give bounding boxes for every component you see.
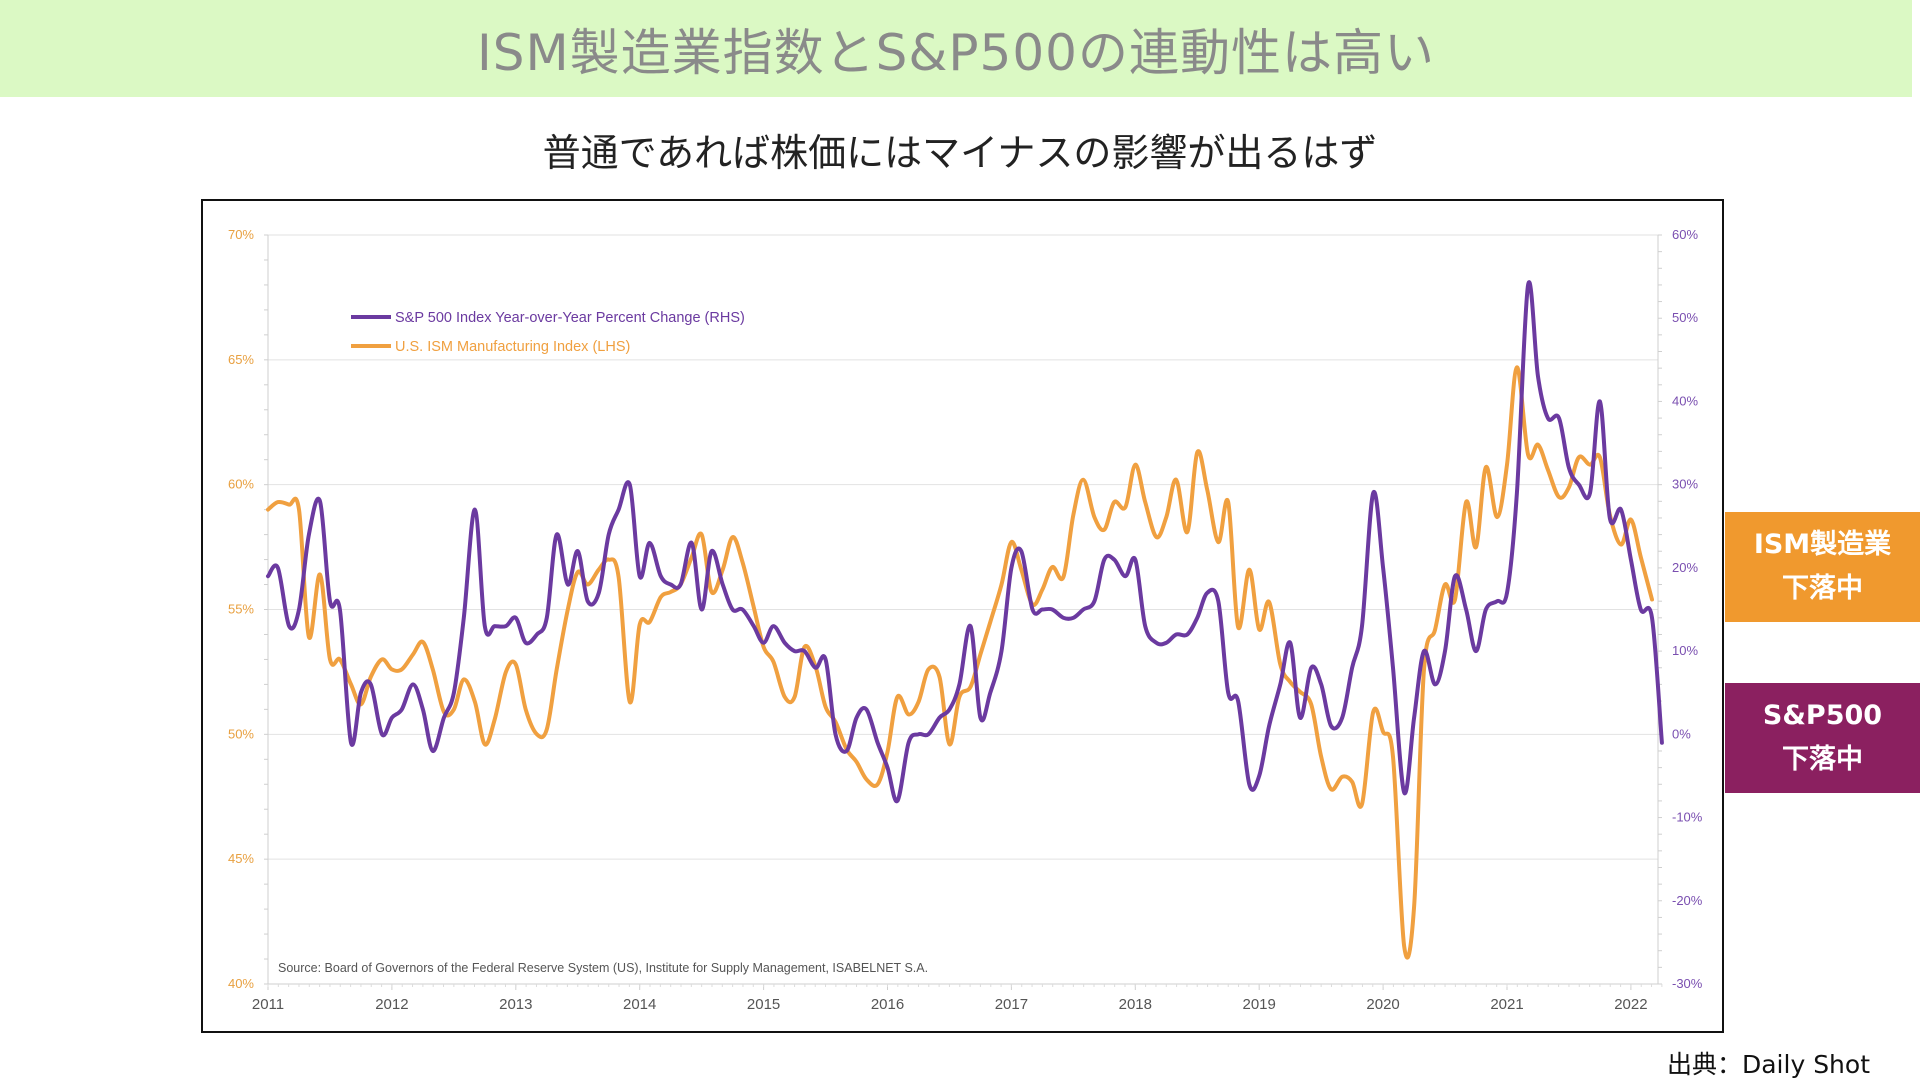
x-axis-tick-label: 2011 bbox=[252, 996, 284, 1013]
right-axis-tick-label: 60% bbox=[1672, 227, 1698, 242]
x-axis-tick-label: 2012 bbox=[375, 996, 408, 1013]
x-axis-tick-label: 2013 bbox=[499, 996, 532, 1013]
x-axis-tick-label: 2021 bbox=[1490, 996, 1523, 1013]
right-axis-tick-label: -20% bbox=[1672, 893, 1703, 908]
x-axis-tick-label: 2016 bbox=[871, 996, 904, 1013]
right-axis-tick-label: -30% bbox=[1672, 976, 1703, 991]
page-title: ISM製造業指数とS&P500の連動性は高い bbox=[477, 23, 1435, 82]
x-axis-tick-label: 2015 bbox=[747, 996, 780, 1013]
left-axis-tick-label: 55% bbox=[228, 602, 254, 617]
x-axis-tick-label: 2017 bbox=[995, 996, 1028, 1013]
left-axis-tick-label: 40% bbox=[228, 976, 254, 991]
right-axis-tick-label: 30% bbox=[1672, 477, 1698, 492]
source-credit: 出典：Daily Shot bbox=[1666, 1050, 1870, 1079]
right-axis-tick-label: 10% bbox=[1672, 643, 1698, 658]
right-axis-tick-label: 40% bbox=[1672, 393, 1698, 408]
page-subtitle: 普通であれば株価にはマイナスの影響が出るはず bbox=[542, 131, 1378, 175]
sp500-tag-line2: 下落中 bbox=[1782, 744, 1863, 775]
x-axis-tick-label: 2018 bbox=[1119, 996, 1152, 1013]
sp500-declining-tag: S&P500 下落中 bbox=[1725, 683, 1920, 793]
left-axis-tick-label: 50% bbox=[228, 726, 254, 741]
x-axis-tick-label: 2014 bbox=[623, 996, 656, 1013]
sp500-series-line bbox=[266, 280, 1664, 804]
ism-tag-line1: ISM製造業 bbox=[1753, 529, 1892, 560]
ism-declining-tag: ISM製造業 下落中 bbox=[1725, 512, 1920, 622]
sp500-tag-line1: S&P500 bbox=[1762, 700, 1883, 731]
right-axis-tick-label: 20% bbox=[1672, 560, 1698, 575]
chart-frame: 40% 45% 50% 55% 60% 65% 70% -30% -20% -10% 0% 10% 20… bbox=[201, 199, 1724, 1033]
ism-series-line bbox=[266, 365, 1654, 960]
x-axis-tick-label: 2020 bbox=[1366, 996, 1399, 1013]
legend-label-sp500: S&P 500 Index Year-over-Year Percent Cha… bbox=[395, 310, 745, 326]
source-note: Source: Board of Governors of the Federa… bbox=[278, 961, 928, 975]
right-axis-tick-label: -10% bbox=[1672, 810, 1703, 825]
header-banner: ISM製造業指数とS&P500の連動性は高い bbox=[0, 0, 1912, 97]
x-axis-tick-label: 2022 bbox=[1614, 996, 1647, 1013]
left-axis-tick-label: 65% bbox=[228, 352, 254, 367]
line-chart: 40% 45% 50% 55% 60% 65% 70% -30% -20% -10% 0% 10% 20… bbox=[228, 227, 1703, 1013]
left-axis-tick-label: 45% bbox=[228, 851, 254, 866]
left-axis-tick-label: 60% bbox=[228, 477, 254, 492]
right-axis-tick-label: 50% bbox=[1672, 310, 1698, 325]
legend-label-ism: U.S. ISM Manufacturing Index (LHS) bbox=[395, 339, 630, 355]
left-axis-tick-label: 70% bbox=[228, 227, 254, 242]
ism-tag-line2: 下落中 bbox=[1782, 573, 1863, 604]
right-axis-tick-label: 0% bbox=[1672, 726, 1691, 741]
x-axis-tick-label: 2019 bbox=[1243, 996, 1276, 1013]
